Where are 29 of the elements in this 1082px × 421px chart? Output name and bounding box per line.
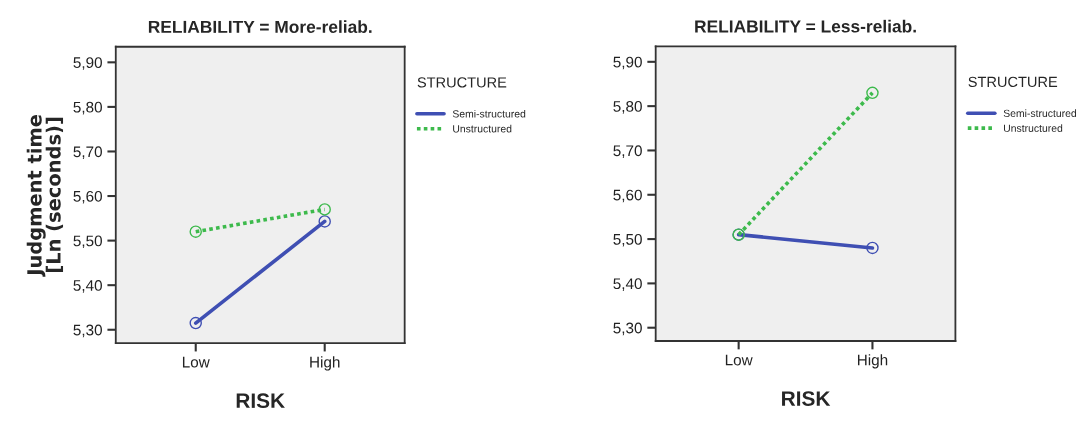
x-axis-title: RISK bbox=[782, 391, 831, 406]
legend-label: Semi-structured bbox=[1003, 109, 1077, 117]
x-tick-label: High bbox=[310, 356, 340, 371]
chart-title: RELIABILITY = Less-reliab. bbox=[695, 19, 916, 33]
legend-title: STRUCTURE bbox=[968, 76, 1058, 88]
y-tick-label: 5,90 bbox=[613, 56, 642, 70]
y-tick-label: 5,50 bbox=[73, 235, 102, 249]
legend-label: Semi-structured bbox=[452, 109, 526, 118]
y-tick-label: 5,30 bbox=[613, 322, 642, 336]
y-tick-label: 5,90 bbox=[73, 57, 102, 70]
y-tick-label: 5,80 bbox=[613, 101, 642, 114]
x-tick-label: Low bbox=[182, 356, 210, 368]
y-tick-label: 5,80 bbox=[73, 101, 102, 115]
legend-label: Unstructured bbox=[453, 124, 512, 133]
y-axis-title: Judgment time [Ln (seconds)] bbox=[26, 115, 64, 277]
x-tick-label: Low bbox=[725, 354, 753, 366]
y-tick-label: 5,30 bbox=[73, 324, 102, 338]
x-axis-title: RISK bbox=[236, 393, 285, 409]
legend-label: Unstructured bbox=[1004, 124, 1063, 132]
y-tick-label: 5,70 bbox=[613, 145, 642, 158]
x-tick-label: High bbox=[857, 354, 888, 369]
y-tick-label: 5,40 bbox=[613, 278, 642, 291]
legend-title: STRUCTURE bbox=[417, 77, 507, 88]
y-tick-label: 5,40 bbox=[73, 280, 102, 293]
y-tick-label: 5,70 bbox=[73, 146, 102, 159]
chart-title: RELIABILITY = More-reliab. bbox=[148, 20, 372, 34]
y-tick-label: 5,50 bbox=[613, 233, 642, 247]
y-tick-label: 5,60 bbox=[613, 189, 642, 203]
y-tick-label: 5,60 bbox=[73, 190, 102, 204]
